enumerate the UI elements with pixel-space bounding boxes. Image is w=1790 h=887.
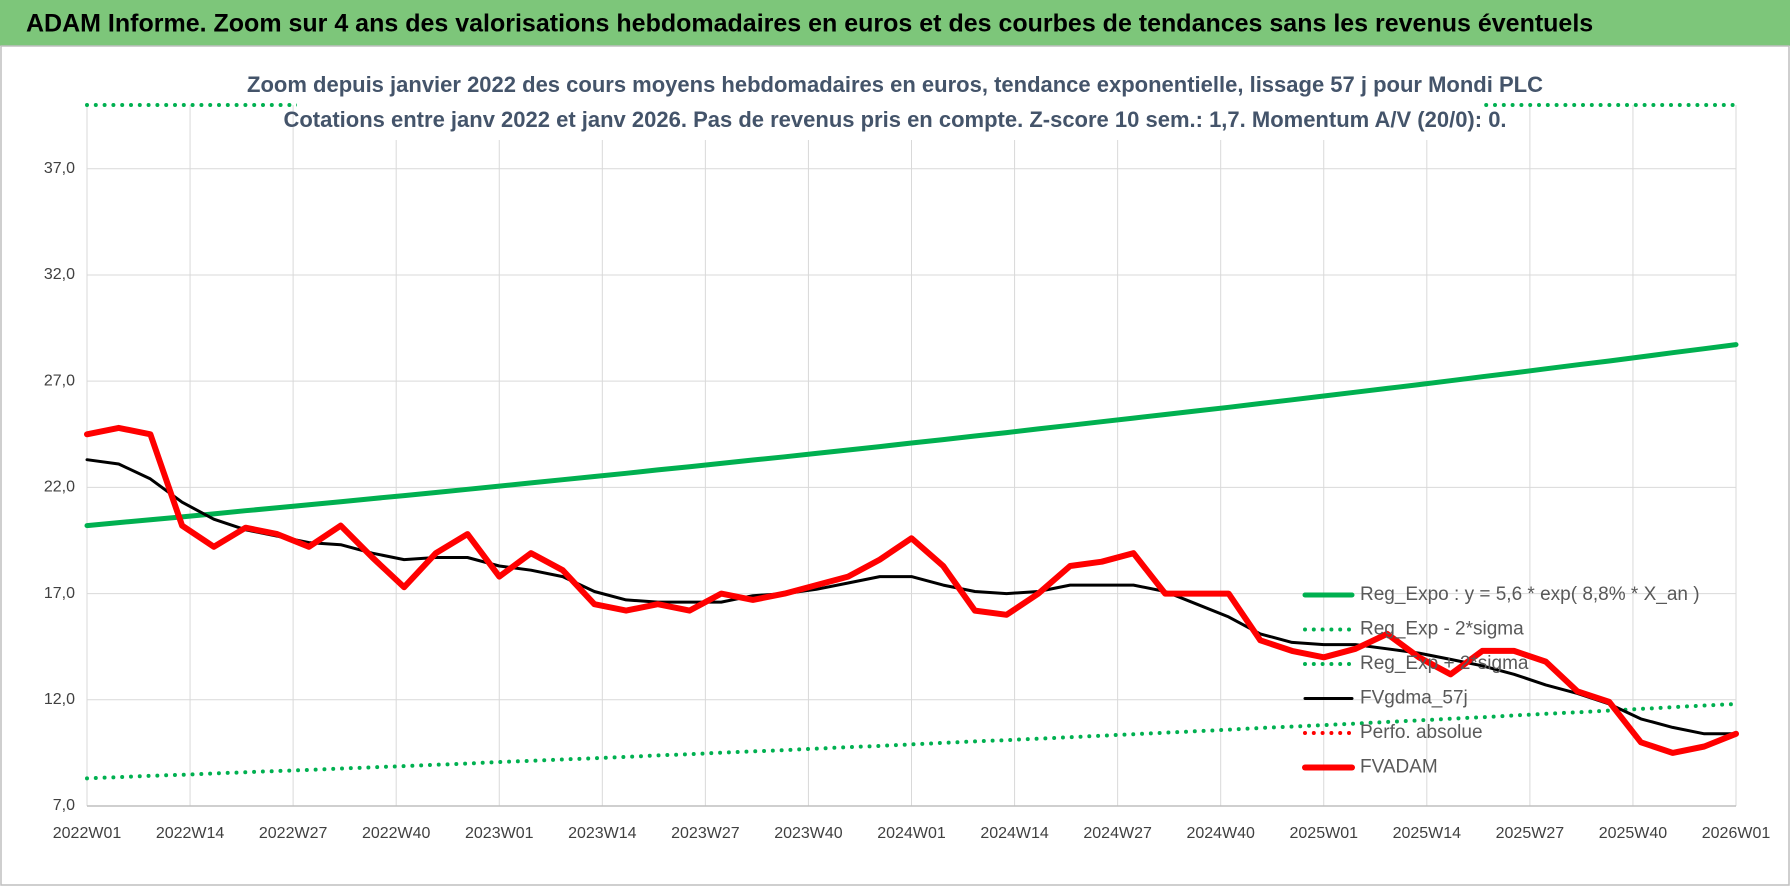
chart-border — [0, 45, 1790, 886]
y-tick-label: 7,0 — [53, 797, 75, 814]
legend-label: FVADAM — [1360, 757, 1438, 778]
legend-label: Reg_Expo : y = 5,6 * exp( 8,8% * X_an ) — [1360, 584, 1700, 605]
x-tick-label: 2022W27 — [259, 825, 328, 842]
x-tick-label: 2023W40 — [774, 825, 843, 842]
y-tick-label: 37,0 — [44, 160, 75, 177]
x-tick-label: 2024W01 — [877, 825, 946, 842]
y-tick-label: 17,0 — [44, 585, 75, 602]
x-tick-label: 2022W14 — [156, 825, 225, 842]
x-tick-label: 2023W01 — [465, 825, 534, 842]
banner-bg — [0, 0, 1790, 46]
legend: Reg_Expo : y = 5,6 * exp( 8,8% * X_an ) R… — [1302, 584, 1700, 778]
y-tick-label: 22,0 — [44, 479, 75, 496]
x-tick-label: 2026W01 — [1702, 825, 1771, 842]
x-tick-label: 2023W27 — [671, 825, 740, 842]
plot-area: 7,0 12,0 17,0 22,0 27,0 32,0 37,0 2022W01 2022W1… — [44, 103, 1771, 842]
x-tick-label: 2025W14 — [1393, 825, 1462, 842]
x-tick-label: 2023W14 — [568, 825, 637, 842]
series-line — [84, 342, 1739, 529]
x-tick-label: 2024W27 — [1083, 825, 1152, 842]
banner-title: ADAM Informe. Zoom sur 4 ans des valoris… — [26, 10, 1593, 38]
series-line — [85, 702, 1738, 781]
x-tick-label: 2025W40 — [1599, 825, 1668, 842]
x-tick-label: 2024W14 — [980, 825, 1049, 842]
x-tick-label: 2025W27 — [1496, 825, 1565, 842]
y-tick-label: 27,0 — [44, 372, 75, 389]
legend-label: FVgdma_57j — [1360, 688, 1468, 709]
legend-label: Reg_Exp + 2*sigma — [1360, 653, 1529, 674]
legend-label: Perfo. absolue — [1360, 722, 1483, 743]
chart-title: Zoom depuis janvier 2022 des cours moyen… — [247, 72, 1543, 97]
title-bg — [297, 66, 1484, 140]
x-tick-label: 2024W40 — [1186, 825, 1255, 842]
x-tick-label: 2022W40 — [362, 825, 431, 842]
legend-label: Reg_Exp - 2*sigma — [1360, 619, 1524, 640]
series-line — [84, 424, 1739, 756]
chart-subtitle: Cotations entre janv 2022 et janv 2026. … — [283, 107, 1506, 132]
y-tick-label: 32,0 — [44, 266, 75, 283]
y-tick-label: 12,0 — [44, 691, 75, 708]
x-tick-label: 2025W01 — [1290, 825, 1359, 842]
x-tick-label: 2022W01 — [53, 825, 122, 842]
